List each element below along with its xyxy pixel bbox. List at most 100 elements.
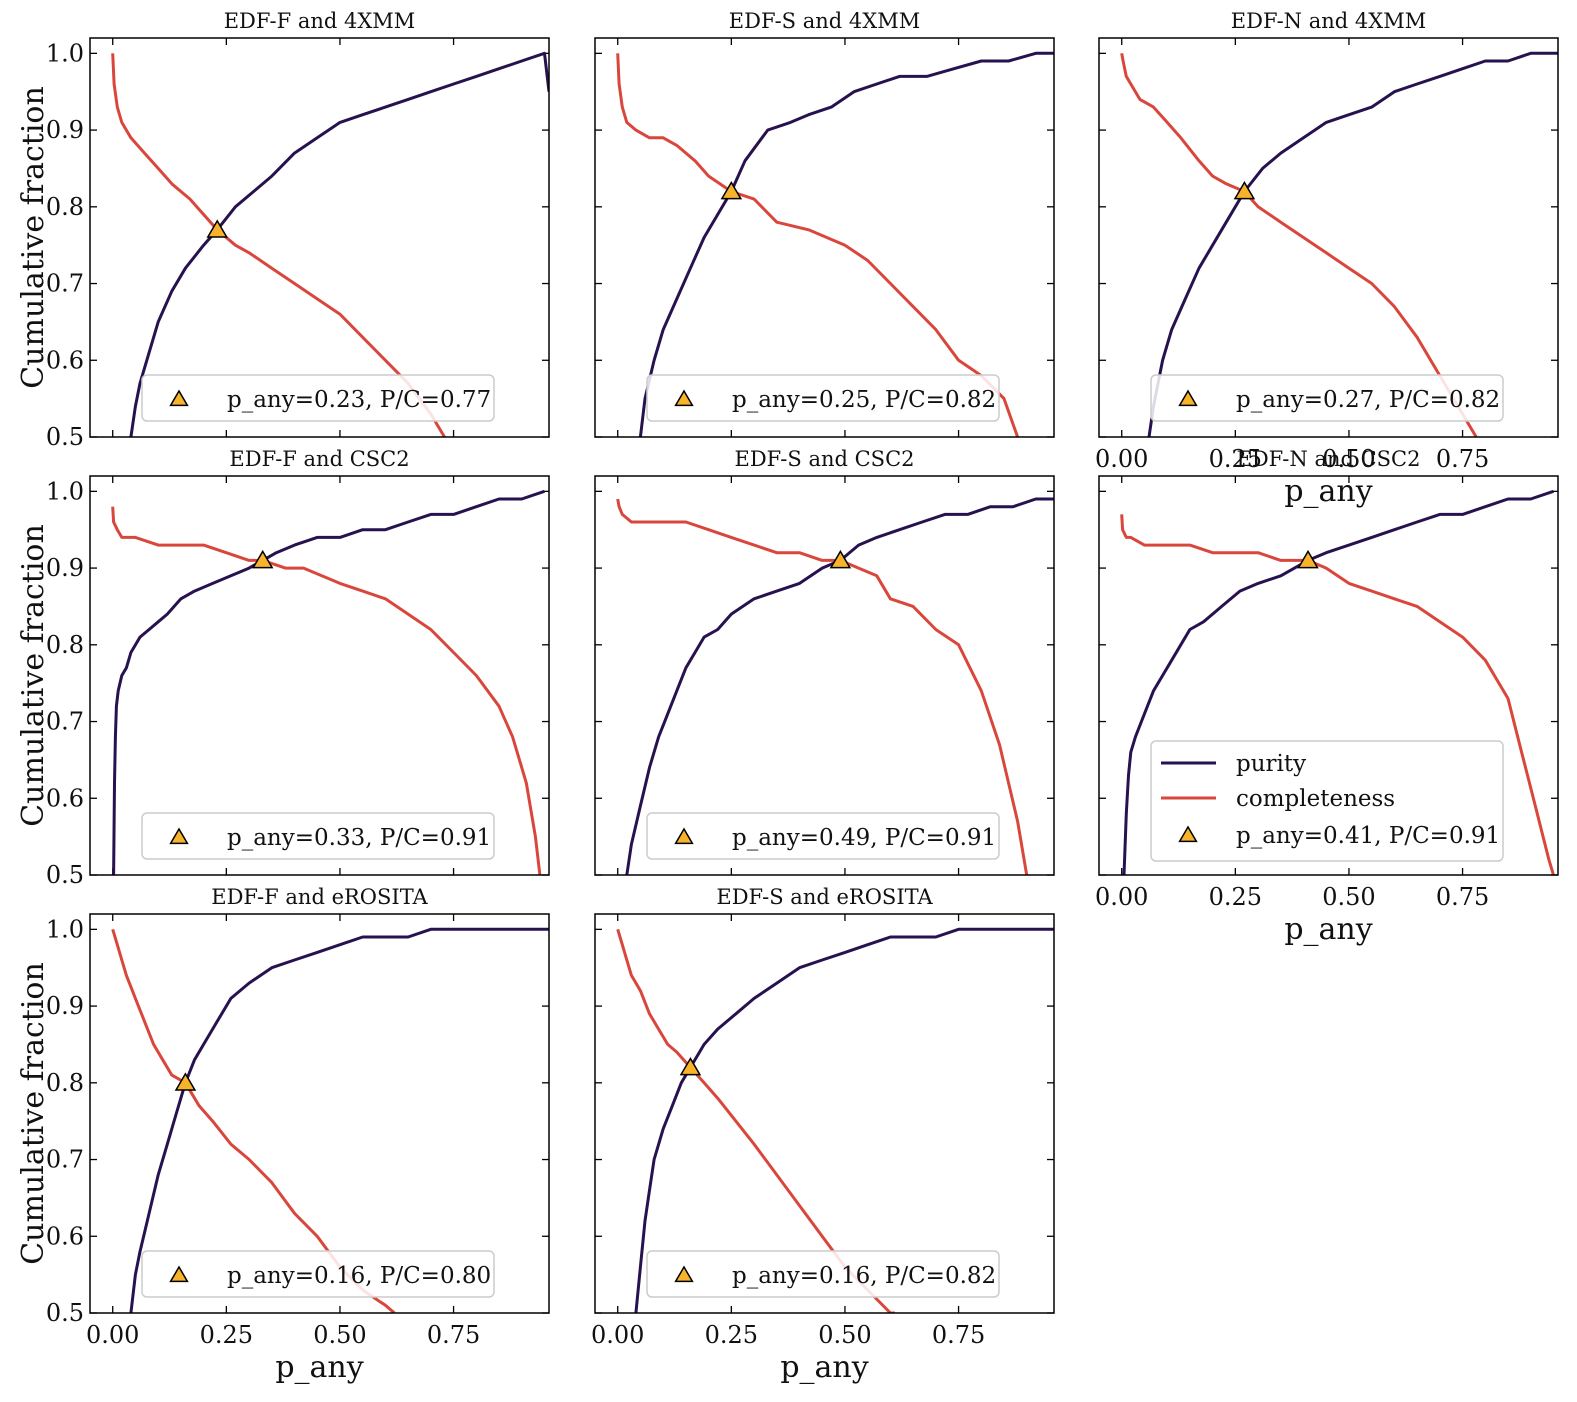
x-axis-label: p_any	[780, 1350, 868, 1385]
axes-frame	[594, 913, 1055, 1314]
completeness-line	[616, 498, 1029, 875]
y-axis-label: Cumulative fraction	[16, 962, 51, 1265]
purity-line	[1147, 51, 1558, 437]
axes-frame	[89, 913, 550, 1314]
axes-frame	[89, 37, 550, 438]
legend-box	[141, 374, 495, 422]
x-tick-label: 0.50	[313, 1321, 366, 1349]
legend-box	[141, 812, 495, 860]
crossing-marker	[720, 180, 743, 200]
purity-line	[129, 51, 549, 437]
subplot-2: EDF-S and 4XMM p_any=0.25, P/C=0.82	[594, 9, 1055, 438]
legend: p_any=0.16, P/C=0.80	[141, 1250, 495, 1298]
purity-line	[129, 927, 549, 1313]
y-tick-label: 0.7	[46, 270, 84, 298]
legend-box	[1150, 374, 1504, 422]
purity-line	[638, 51, 1054, 437]
x-tick-label: 0.25	[1209, 883, 1262, 911]
legend-marker-label: p_any=0.33, P/C=0.91	[227, 825, 491, 851]
subplot-title: EDF-F and eROSITA	[211, 885, 428, 909]
x-tick-label: 0.25	[1209, 445, 1262, 473]
crossing-marker	[1233, 180, 1256, 200]
legend-completeness-label: completeness	[1236, 786, 1395, 812]
crossing-marker	[1297, 549, 1319, 569]
legend-box	[646, 812, 1000, 860]
legend-marker-swatch	[169, 389, 189, 407]
legend: p_any=0.33, P/C=0.91	[141, 812, 495, 860]
x-axis-label: p_any	[1284, 474, 1372, 509]
y-tick-label: 1.0	[46, 915, 84, 943]
y-tick-label: 0.9	[46, 992, 84, 1020]
crossing-marker	[174, 1072, 197, 1091]
legend-box	[646, 1250, 1000, 1298]
legend-marker-label: p_any=0.23, P/C=0.77	[227, 387, 491, 413]
y-tick-label: 0.9	[46, 554, 84, 582]
completeness-line	[1120, 514, 1555, 875]
legend-marker-label: p_any=0.41, P/C=0.91	[1236, 823, 1500, 849]
legend-marker-label: p_any=0.27, P/C=0.82	[1236, 387, 1500, 413]
x-tick-label: 0.50	[818, 1321, 871, 1349]
axes-frame	[1098, 475, 1559, 876]
subplot-1: EDF-F and 4XMM 0.5 0.6 0.7 0.8 0.9 1.0 p_any=0.…	[16, 9, 550, 451]
x-axis-label: p_any	[1284, 912, 1372, 947]
legend-marker-label: p_any=0.25, P/C=0.82	[732, 387, 996, 413]
legend: p_any=0.27, P/C=0.82	[1150, 374, 1504, 422]
y-tick-label: 0.7	[46, 708, 84, 736]
y-tick-label: 0.8	[46, 631, 84, 659]
legend: p_any=0.49, P/C=0.91	[646, 812, 1000, 860]
y-axis-label: Cumulative fraction	[16, 524, 51, 827]
legend-marker-swatch	[169, 1265, 189, 1283]
legend-marker-label: p_any=0.49, P/C=0.91	[732, 825, 996, 851]
subplot-3: EDF-N and 4XMM 0.00 0.25 0.50 0.75 p_any=0.27…	[1095, 9, 1559, 509]
crossing-marker	[206, 219, 229, 238]
subplot-title: EDF-F and 4XMM	[224, 9, 416, 33]
x-tick-label: 0.50	[1322, 883, 1375, 911]
subplot-title: EDF-S and eROSITA	[716, 885, 933, 909]
axes-frame	[89, 475, 550, 876]
y-tick-label: 0.6	[46, 1222, 84, 1250]
y-axis-label: Cumulative fraction	[16, 86, 51, 389]
legend-box	[646, 374, 1000, 422]
y-tick-label: 1.0	[46, 39, 84, 67]
legend-marker-label: p_any=0.16, P/C=0.80	[227, 1263, 491, 1289]
subplot-title: EDF-S and 4XMM	[729, 9, 920, 33]
crossing-marker	[829, 549, 852, 569]
x-axis-label: p_any	[275, 1350, 363, 1385]
axes-frame	[594, 37, 1055, 438]
completeness-line	[616, 53, 1020, 437]
legend: purity completeness p_any=0.41, P/C=0.91	[1150, 740, 1504, 862]
x-tick-label: 0.00	[591, 1321, 644, 1349]
x-tick-label: 0.75	[427, 1321, 480, 1349]
subplot-title: EDF-S and CSC2	[735, 447, 915, 471]
x-tick-label: 0.00	[1095, 445, 1148, 473]
subplot-title: EDF-N and CSC2	[1237, 447, 1421, 471]
legend-marker-swatch	[674, 1265, 694, 1283]
subplot-4: EDF-F and CSC2 0.5 0.6 0.7 0.8 0.9 1.0 p_any=0.…	[16, 447, 550, 889]
legend: p_any=0.16, P/C=0.82	[646, 1250, 1000, 1298]
purity-line	[625, 497, 1054, 875]
legend-marker-swatch	[674, 827, 694, 845]
y-tick-label: 0.5	[46, 423, 84, 451]
completeness-line	[111, 506, 542, 875]
legend-purity-label: purity	[1236, 751, 1306, 777]
subplot-7: EDF-F and eROSITA 0.00 0.25 0.50 0.75 0.5 0.6 0…	[16, 885, 550, 1385]
x-tick-label: 0.25	[200, 1321, 253, 1349]
x-tick-label: 0.75	[1436, 883, 1489, 911]
y-tick-label: 1.0	[46, 477, 84, 505]
y-tick-label: 0.8	[46, 1069, 84, 1097]
legend-marker-label: p_any=0.16, P/C=0.82	[732, 1263, 996, 1289]
subplot-8: EDF-S and eROSITA 0.00 0.25 0.50 0.75 p_any=0…	[591, 885, 1055, 1385]
y-tick-label: 0.5	[46, 861, 84, 889]
x-tick-label: 0.75	[932, 1321, 985, 1349]
x-tick-label: 0.00	[1095, 883, 1148, 911]
y-tick-label: 0.8	[46, 193, 84, 221]
legend: p_any=0.23, P/C=0.77	[141, 374, 495, 422]
y-tick-label: 0.9	[46, 116, 84, 144]
axes-frame	[1098, 37, 1559, 438]
legend-marker-swatch	[1178, 825, 1198, 843]
subplot-title: EDF-N and 4XMM	[1231, 9, 1426, 33]
purity-line	[112, 489, 545, 875]
legend-marker-swatch	[169, 827, 189, 845]
subplot-6: EDF-N and CSC2 0.00 0.25 0.50 0.75 purity comp…	[1095, 447, 1559, 947]
